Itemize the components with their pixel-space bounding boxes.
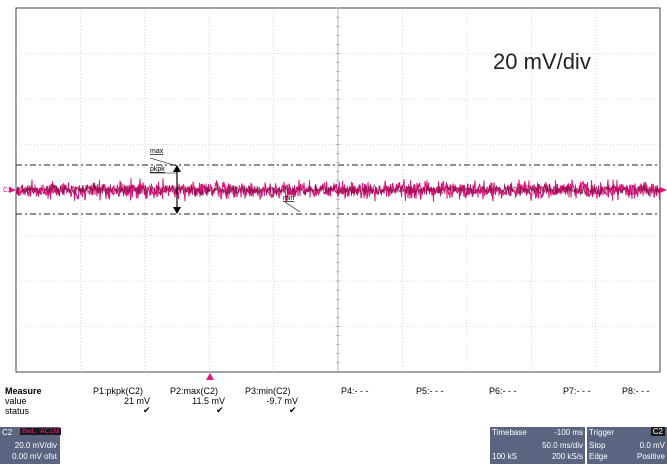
measure-title: Measure — [5, 386, 42, 396]
trigger-slope: Positive — [636, 452, 665, 461]
min-annotation: min — [283, 195, 294, 202]
param-p3-status-icon: ✔ — [289, 405, 297, 415]
param-p7-name[interactable]: P7:- - - — [563, 386, 591, 396]
max-annotation: max — [150, 148, 164, 155]
min-leader — [284, 201, 301, 213]
param-p3-name[interactable]: P3:min(C2) — [245, 386, 291, 396]
trigger-position-marker-icon[interactable] — [206, 373, 214, 380]
measure-row-value-label: value — [5, 396, 27, 406]
param-p1-value: 21 mV — [123, 396, 150, 406]
param-p3-value: -9.7 mV — [266, 396, 298, 406]
channel-marker-label[interactable]: C2 — [3, 187, 12, 194]
param-p1-name[interactable]: P1:pkpk(C2) — [93, 386, 144, 396]
timebase-rate: 200 kS/s — [551, 452, 583, 461]
pkpk-arrow-down-icon — [173, 207, 181, 214]
param-p4-name[interactable]: P4:- - - — [341, 386, 369, 396]
trigger-mode: Stop — [589, 441, 606, 450]
timebase-panel[interactable]: Timebase -100 ms 50.0 ms/div 100 kS 200 … — [490, 427, 585, 464]
channel-offset: 0.00 mV ofst — [12, 452, 57, 461]
measure-row-status-label: status — [5, 406, 30, 416]
measure-table: Measure value status P1:pkpk(C2) 21 mV ✔… — [0, 386, 667, 424]
timebase-delay: -100 ms — [554, 428, 583, 437]
timebase-tdiv: 50.0 ms/div — [542, 441, 583, 450]
param-p2-name[interactable]: P2:max(C2) — [170, 386, 219, 396]
trigger-label: Trigger — [589, 428, 615, 437]
param-p2-value: 11.5 mV — [192, 396, 225, 406]
pkpk-annotation: pkpk — [150, 166, 165, 173]
waveform-grid: max pkpk min C2 — [3, 7, 667, 380]
param-p2-status-icon: ✔ — [216, 405, 224, 415]
channel-vdiv: 20.0 mV/div — [14, 441, 57, 450]
pkpk-arrow-up-icon — [173, 165, 181, 172]
max-leader — [149, 157, 178, 167]
coupling-badge: AC1M — [38, 428, 62, 435]
c2-waveform-shadow — [15, 182, 661, 198]
param-p8-name[interactable]: P8:- - - — [622, 386, 650, 396]
trigger-panel[interactable]: Trigger C2 Stop 0.0 mV Edge Positive — [587, 427, 667, 464]
channel-panel-name: C2 — [2, 428, 13, 437]
param-p6-name[interactable]: P6:- - - — [489, 386, 517, 396]
trigger-level: 0.0 mV — [639, 441, 665, 450]
scale-annotation: 20 mV/div — [493, 49, 591, 74]
param-p1-status-icon: ✔ — [143, 405, 151, 415]
timebase-samples: 100 kS — [492, 452, 517, 461]
bandwidth-limit-badge: BwL — [20, 428, 38, 435]
trigger-channel-badge: C2 — [650, 427, 665, 436]
param-p5-name[interactable]: P5:- - - — [416, 386, 444, 396]
channel-c2-panel[interactable]: C2 BwL AC1M 20.0 mV/div 0.00 mV ofst — [0, 427, 62, 464]
timebase-label: Timebase — [492, 428, 527, 437]
trigger-level-marker-icon[interactable] — [660, 187, 667, 193]
channel-offset-marker-icon[interactable] — [9, 187, 16, 193]
trigger-type: Edge — [589, 452, 608, 461]
